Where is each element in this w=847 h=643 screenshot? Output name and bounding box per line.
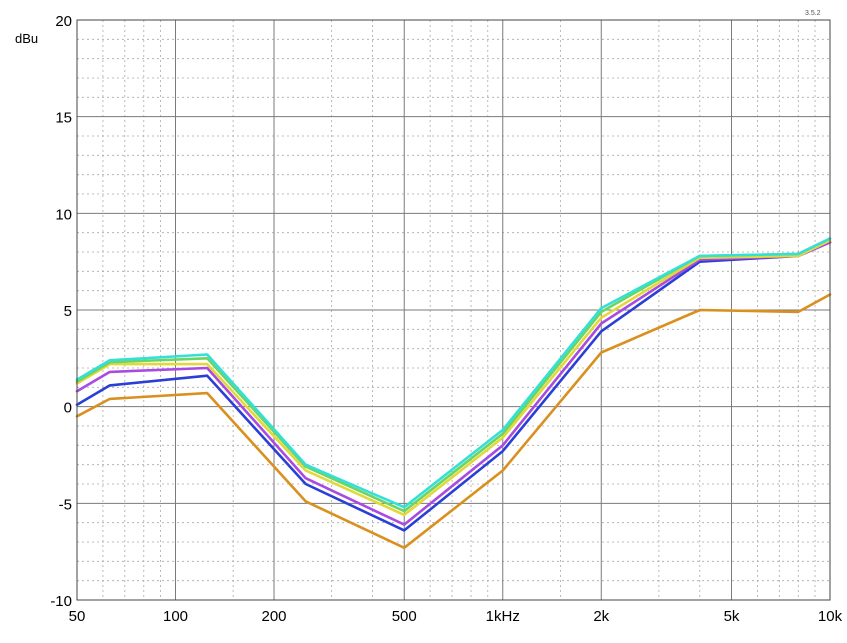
x-tick-label: 10k bbox=[818, 608, 843, 625]
y-tick-label: 15 bbox=[55, 110, 72, 127]
series-line-1 bbox=[75, 293, 832, 550]
x-tick-label: 1kHz bbox=[486, 608, 520, 625]
x-tick-label: 2k bbox=[593, 608, 609, 625]
series-line-4 bbox=[75, 239, 832, 517]
y-tick-label: 5 bbox=[64, 303, 72, 320]
y-tick-labels: 20 15 10 5 0 -5 -10 bbox=[50, 13, 72, 610]
version-label: 3.5.2 bbox=[805, 10, 821, 17]
x-tick-label: 100 bbox=[163, 608, 188, 625]
y-tick-label: -10 bbox=[50, 593, 72, 610]
series-layer bbox=[75, 237, 832, 550]
y-tick-label: -5 bbox=[59, 496, 72, 513]
y-axis-unit-label: dBu bbox=[15, 31, 38, 46]
x-tick-label: 200 bbox=[262, 608, 287, 625]
y-tick-label: 0 bbox=[64, 400, 72, 417]
series-line-6 bbox=[75, 237, 832, 509]
x-tick-label: 500 bbox=[392, 608, 417, 625]
y-tick-label: 20 bbox=[55, 13, 72, 30]
x-tick-labels: 50 100 200 500 1kHz 2k 5k 10k bbox=[69, 608, 843, 625]
x-tick-label: 50 bbox=[69, 608, 86, 625]
x-tick-label: 5k bbox=[724, 608, 740, 625]
plot-frame bbox=[76, 19, 831, 601]
y-tick-label: 10 bbox=[55, 206, 72, 223]
